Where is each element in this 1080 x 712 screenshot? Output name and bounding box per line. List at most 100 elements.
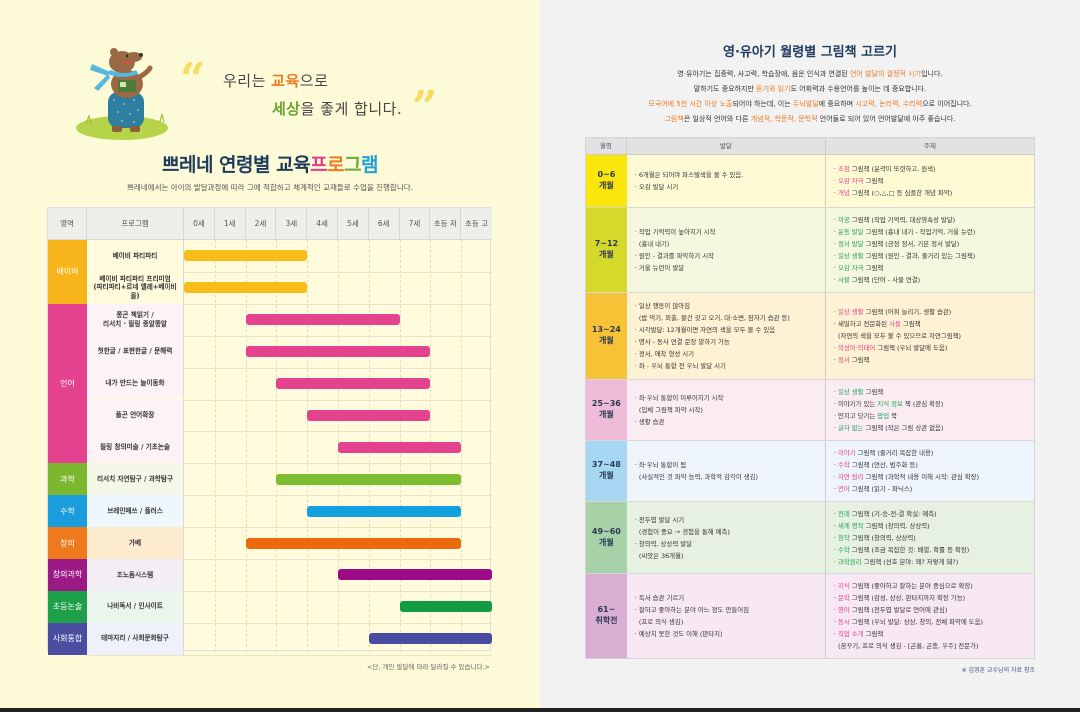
topic-text: (자연의 색을 모두 볼 수 있으므로 자연그림책) (833, 332, 961, 340)
row-divider (87, 527, 492, 529)
topic-item: · 정서 그림책 (834, 354, 1026, 366)
program-name: 베이비 파티파티 (87, 240, 184, 272)
age-range-bar (184, 250, 308, 262)
header-age: 3세 (276, 208, 308, 240)
topic-keyword: 자연 원리 (838, 473, 864, 481)
topic-text: · (833, 485, 838, 493)
topic-cell: · 초점 그림책 (윤곽이 또렷하고, 원색) · 오감 자극 그림책 · 개념 그… (826, 155, 1034, 207)
program-name: 첫한글 / 표현한글 / 문해력 (87, 335, 184, 368)
open-quote-mark: “ (180, 54, 206, 105)
intro-highlight: 언어 발달의 결정적 시기 (849, 70, 922, 78)
topic-text: 그림책 (읽기 - 파닉스) (849, 485, 913, 493)
topic-text: 북 (889, 412, 898, 420)
topic-text: · (833, 545, 838, 554)
topic-keyword: 글자 없는 (838, 424, 864, 432)
age-range-cell: 61~ 취학전 (586, 574, 627, 658)
topic-item: · 까꿍 그림책 (작업 기억력, 대상영속성 발달) (834, 214, 1026, 226)
development-item: · 명사 - 동사 연결 문장 말하기 가능 (634, 338, 730, 346)
age-range-bar (307, 505, 462, 517)
topic-cell: · 일상 생활 그림책 · 이야기가 있는 지식 정보 책 (관심 확장) · 만지… (826, 380, 1034, 440)
program-name: 리서치 자연탐구 / 과학탐구 (87, 463, 184, 496)
topic-text: · (833, 177, 838, 185)
topic-text: · 만지고 당기는 (833, 412, 878, 420)
table-row: 0~6 개월 · 6개월은 되어야 파스텔색을 볼 수 있음. · 오감 발달 시기… (586, 155, 1034, 208)
intro-highlight: 모국어에 5천 시간 이상 노출 (648, 100, 733, 108)
disclaimer-note: <단, 개인 발달에 따라 달라질 수 있습니다.> (366, 663, 490, 671)
development-item: · 거울 뉴런이 발달 (634, 264, 685, 272)
area-label: 창의과학 (48, 559, 87, 591)
age-range-cell: 7~12 개월 (586, 208, 627, 292)
topic-keyword: 수학 (838, 461, 850, 469)
topic-item: · 창작 그림책 (창의력, 상상력) (834, 532, 1026, 544)
topic-text: 책 (관심 확장) (902, 400, 944, 408)
close-quote-mark: ” (412, 82, 438, 133)
intro-line: 그림책은 일상적 언어와 다른 개념적, 학문적, 문학적 언어들로 되어 있어… (560, 112, 1060, 127)
header-age: 7세 (400, 208, 431, 240)
topic-keyword: 의성어·의태어 (838, 344, 876, 352)
topic-text: · (833, 606, 838, 614)
intro-text: 영·유아기는 집중력, 사고력, 학습장애, 음운 인식과 연결된 (677, 70, 850, 78)
topic-keyword: 일상 생활 (838, 252, 864, 260)
area-label: 초등논술 (48, 590, 87, 623)
header-age: 초등 저 (430, 208, 462, 240)
topic-text: · (833, 521, 838, 530)
topic-text: 그림책 (863, 264, 884, 272)
age-range-cell: 0~6 개월 (586, 155, 627, 207)
header-topic: 주제 (923, 142, 936, 150)
age-range-bar (338, 569, 492, 581)
age-range-cell: 25~36 개월 (586, 380, 627, 440)
topic-item: · 수학 그림책 (연산, 범주화 등) (834, 459, 1026, 471)
topic-keyword: 일상 생활 (838, 388, 864, 396)
topic-text: 그림책 (원인 - 결과, 줄거리 있는 그림책) (863, 252, 976, 260)
header-age: 5세 (338, 208, 369, 240)
topic-text: · (833, 509, 838, 518)
development-item: (프로 의식 생김) (634, 618, 684, 626)
age-range-cell: 13~24 개월 (586, 293, 627, 379)
age-range-bar (338, 441, 462, 453)
development-item: · 잘하고 좋아하는 분야 어느 정도 만들어짐 (634, 606, 749, 614)
intro-text: 언어들로 되어 있어 언어발달에 아주 좋습니다. (817, 115, 956, 123)
intro-text: 으로 이어집니다. (922, 100, 972, 108)
topic-keyword: 오감 자극 (838, 177, 864, 185)
development-item: · 전두엽 발달 시기 (634, 515, 685, 524)
topic-text: · (833, 228, 838, 236)
program-age-table: 영역 프로그램 0세 1세 2세 3세 4세 5세 6세 7세 초등 저 초등 … (47, 207, 492, 656)
slogan-text: 우리는 (223, 72, 272, 90)
age-range-bar (276, 473, 462, 485)
age-range-bar (245, 346, 431, 358)
header-development: 발달 (627, 138, 826, 154)
program-name: 베이비 파티파티 프리미엄 (파티파티+르네 앨레+베이비올) (87, 271, 184, 304)
topic-item: · 직업 소개 그림책 (834, 628, 1026, 640)
development-item: (흉내 내기) (634, 240, 670, 248)
development-item: · 원인 - 결과를 파악하기 시작 (634, 252, 714, 260)
development-item: (경험이 중요 → 경험을 통해 예측) (634, 527, 730, 536)
topic-keyword: 개념 (838, 189, 850, 197)
development-item: · 작업 기억력이 높아지기 시작 (634, 228, 716, 236)
header-age: 1세 (215, 208, 246, 240)
topic-keyword: 직업 소개 (838, 630, 864, 638)
development-cell: · 일상 행동이 많아짐 (밥 먹기, 외출, 물건 갖고 오기, 대·소변, … (627, 293, 826, 379)
development-item: · 정서, 애착 형성 시기 (634, 350, 695, 358)
source-note: ※ 김영훈 교수님의 자료 참조 (961, 667, 1035, 674)
topic-text: · (833, 424, 838, 432)
area-label: 베이비 (48, 240, 87, 304)
topic-text: 그림책 (윤곽이 또렷하고, 원색) (849, 165, 936, 173)
header-age: 6세 (369, 208, 400, 240)
intro-highlight: 듣기와 읽기 (756, 85, 791, 93)
header-age: 2세 (246, 208, 277, 240)
slogan-text: 을 좋게 합니다. (300, 100, 403, 118)
intro-highlight: 시고력, 논리력, 수리력 (855, 100, 923, 108)
topic-text: 그림책 (단어 - 사물 연결) (849, 276, 921, 284)
program-name: 필링 창의미술 / 기초논술 (87, 431, 184, 464)
topic-text: 그림책 (창의력, 상상력) (863, 521, 930, 530)
development-cell: · 작업 기억력이 높아지기 시작 (흉내 내기) · 원인 - 결과를 파악하기… (627, 208, 826, 292)
topic-item: · 전래 그림책 (기-승-전-결 확실: 예측) (834, 508, 1026, 520)
intro-paragraph: 영·유아기는 집중력, 사고력, 학습장애, 음운 인식과 연결된 언어 발달의… (560, 67, 1060, 127)
title-char: 램 (361, 154, 378, 176)
topic-text: · 세밀하고 전문화된 (833, 320, 890, 328)
topic-cell: · 지식 그림책 (좋아하고 잘하는 분야 중심으로 확장) · 문학 그림책 (… (826, 574, 1034, 658)
intro-text: 입니다. (921, 70, 943, 78)
topic-keyword: 팝업 (877, 412, 890, 420)
intro-text: 은 일상적 언어와 다른 (683, 115, 751, 123)
program-name: 풀곤 언어확장 (87, 399, 184, 432)
